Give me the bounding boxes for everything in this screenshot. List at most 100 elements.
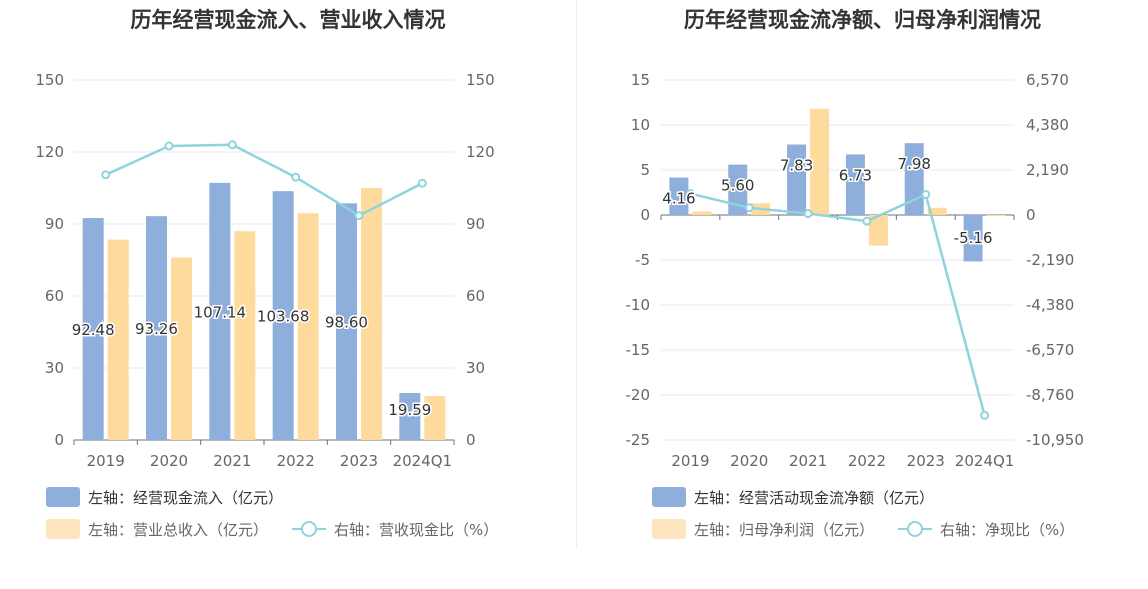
x-tick-label: 2024Q1 [393,452,453,470]
y-left-tick-label: -15 [626,341,651,359]
x-tick-label: 2022 [848,452,886,470]
y-right-tick-label: 150 [466,71,495,89]
ratio-point [164,141,174,151]
y-left-tick-label: -20 [626,386,651,404]
bar-secondary [810,108,830,215]
y-right-tick-label: 120 [466,143,495,161]
x-tick-label: 2019 [87,452,125,470]
legend-swatch-blue [652,487,686,507]
y-left-tick-label: -5 [635,251,650,269]
y-right-tick-label: 6,570 [1026,71,1069,89]
data-label: 7.98 [898,155,931,173]
legend-item-ratio[interactable]: 右轴：净现比（%） [898,519,1074,540]
bar-primary [336,203,357,440]
data-label: 6.73 [839,166,872,184]
y-right-tick-label: -8,760 [1026,386,1074,404]
legend-item-revenue[interactable]: 左轴：营业总收入（亿元） [46,519,268,540]
legend-item-net-cash[interactable]: 左轴：经营活动现金流净额（亿元） [652,487,934,508]
legend-line-circle-icon [898,519,933,539]
ratio-point [354,211,364,221]
legend-label: 左轴：经营活动现金流净额（亿元） [694,488,935,507]
y-left-tick-label: 120 [35,143,64,161]
data-label: 93.26 [135,320,178,338]
panel-net-cash-profit: 历年经营现金流净额、归母净利润情况 15 10 5 0 -5 -10 -15 -20 -25 6,… [577,0,1148,589]
x-tick-label: 2021 [213,452,251,470]
bar-primary [272,191,294,440]
legend-line-circle-icon [292,519,327,539]
ratio-point [921,189,931,199]
chart-title: 历年经营现金流入、营业收入情况 [130,8,446,32]
y-left-tick-label: 90 [45,215,64,233]
legend-swatch-blue [46,487,80,507]
y-right-tick-label: 0 [1026,206,1036,224]
data-label: 19.59 [388,401,431,419]
y-right-tick-label: -2,190 [1026,251,1074,269]
x-tick-label: 2021 [789,452,827,470]
bar-primary [787,144,807,215]
y-right-tick-label: 4,380 [1026,116,1069,134]
bar-secondary [927,207,947,215]
legend-item-net-profit[interactable]: 左轴：归母净利润（亿元） [652,519,874,540]
legend-item-ratio[interactable]: 右轴：营收现金比（%） [292,519,498,540]
legend-label: 左轴：经营现金流入（亿元） [88,488,284,507]
data-label: 5.60 [721,177,754,195]
x-tick-label: 2022 [277,452,315,470]
legend-row-1: 左轴：经营现金流入（亿元） [46,486,307,508]
data-label: 7.83 [780,157,813,175]
data-label: 92.48 [72,321,115,339]
x-tick-label: 2020 [730,452,768,470]
chart-net-cash-profit: 15 10 5 0 -5 -10 -15 -20 -25 6,570 4,380 2,190 0 -2,1… [626,71,1084,470]
y-right-tick-label: 2,190 [1026,161,1069,179]
legend-label: 右轴：净现比（%） [940,520,1075,539]
panel-divider [576,0,577,548]
bar-secondary [361,188,382,440]
legend-label: 左轴：归母净利润（亿元） [694,520,875,539]
x-tick-label: 2020 [150,452,188,470]
y-left-tick-label: 5 [640,161,650,179]
legend-row-1: 左轴：经营活动现金流净额（亿元） [652,486,958,508]
legend-label: 左轴：营业总收入（亿元） [88,520,269,539]
ratio-point [227,140,237,150]
x-tick-label: 2023 [340,452,378,470]
x-tick-label: 2019 [671,452,709,470]
ratio-point [744,203,754,213]
data-label: -5.16 [954,229,993,247]
bar-secondary [107,239,129,440]
y-left-tick-label: 30 [45,359,64,377]
data-label: 107.14 [194,303,247,321]
bar-primary [669,177,689,215]
bar-secondary [171,257,192,440]
bar-secondary [868,215,888,246]
legend-row-2: 左轴：归母净利润（亿元） 右轴：净现比（%） [652,518,1098,540]
bar-secondary [424,396,446,440]
y-left-tick-label: -25 [626,431,651,449]
bar-primary [963,215,983,262]
ratio-point [685,189,695,199]
bar-primary [146,216,167,440]
y-left-tick-label: 60 [45,287,64,305]
bar-primary [399,392,421,440]
bar-primary [845,154,865,215]
bar-primary [904,143,924,215]
x-tick-label: 2023 [907,452,945,470]
chart-title: 历年经营现金流净额、归母净利润情况 [684,8,1041,32]
bar-primary [728,164,748,215]
ratio-point [101,170,111,180]
ratio-point [417,178,427,188]
chart-cash-inflow-revenue: 0 30 60 90 120 150 0 30 60 90 120 150 2019 2020 2021 20… [35,71,495,470]
bar-secondary [234,231,256,440]
data-label: 4.16 [662,190,695,208]
ratio-point [862,216,872,226]
legend-label: 右轴：营收现金比（%） [334,520,499,539]
y-left-tick-label: 10 [631,116,650,134]
y-left-tick-label: 15 [631,71,650,89]
bar-primary [82,218,104,440]
ratio-point [980,410,990,420]
legend-item-cash-inflow[interactable]: 左轴：经营现金流入（亿元） [46,487,283,508]
ratio-line [690,192,986,416]
ratio-point [291,172,301,182]
y-right-tick-label: -6,570 [1026,341,1074,359]
data-label: 103.68 [257,308,310,326]
bar-secondary [986,215,1006,216]
legend-swatch-orange [652,519,686,539]
